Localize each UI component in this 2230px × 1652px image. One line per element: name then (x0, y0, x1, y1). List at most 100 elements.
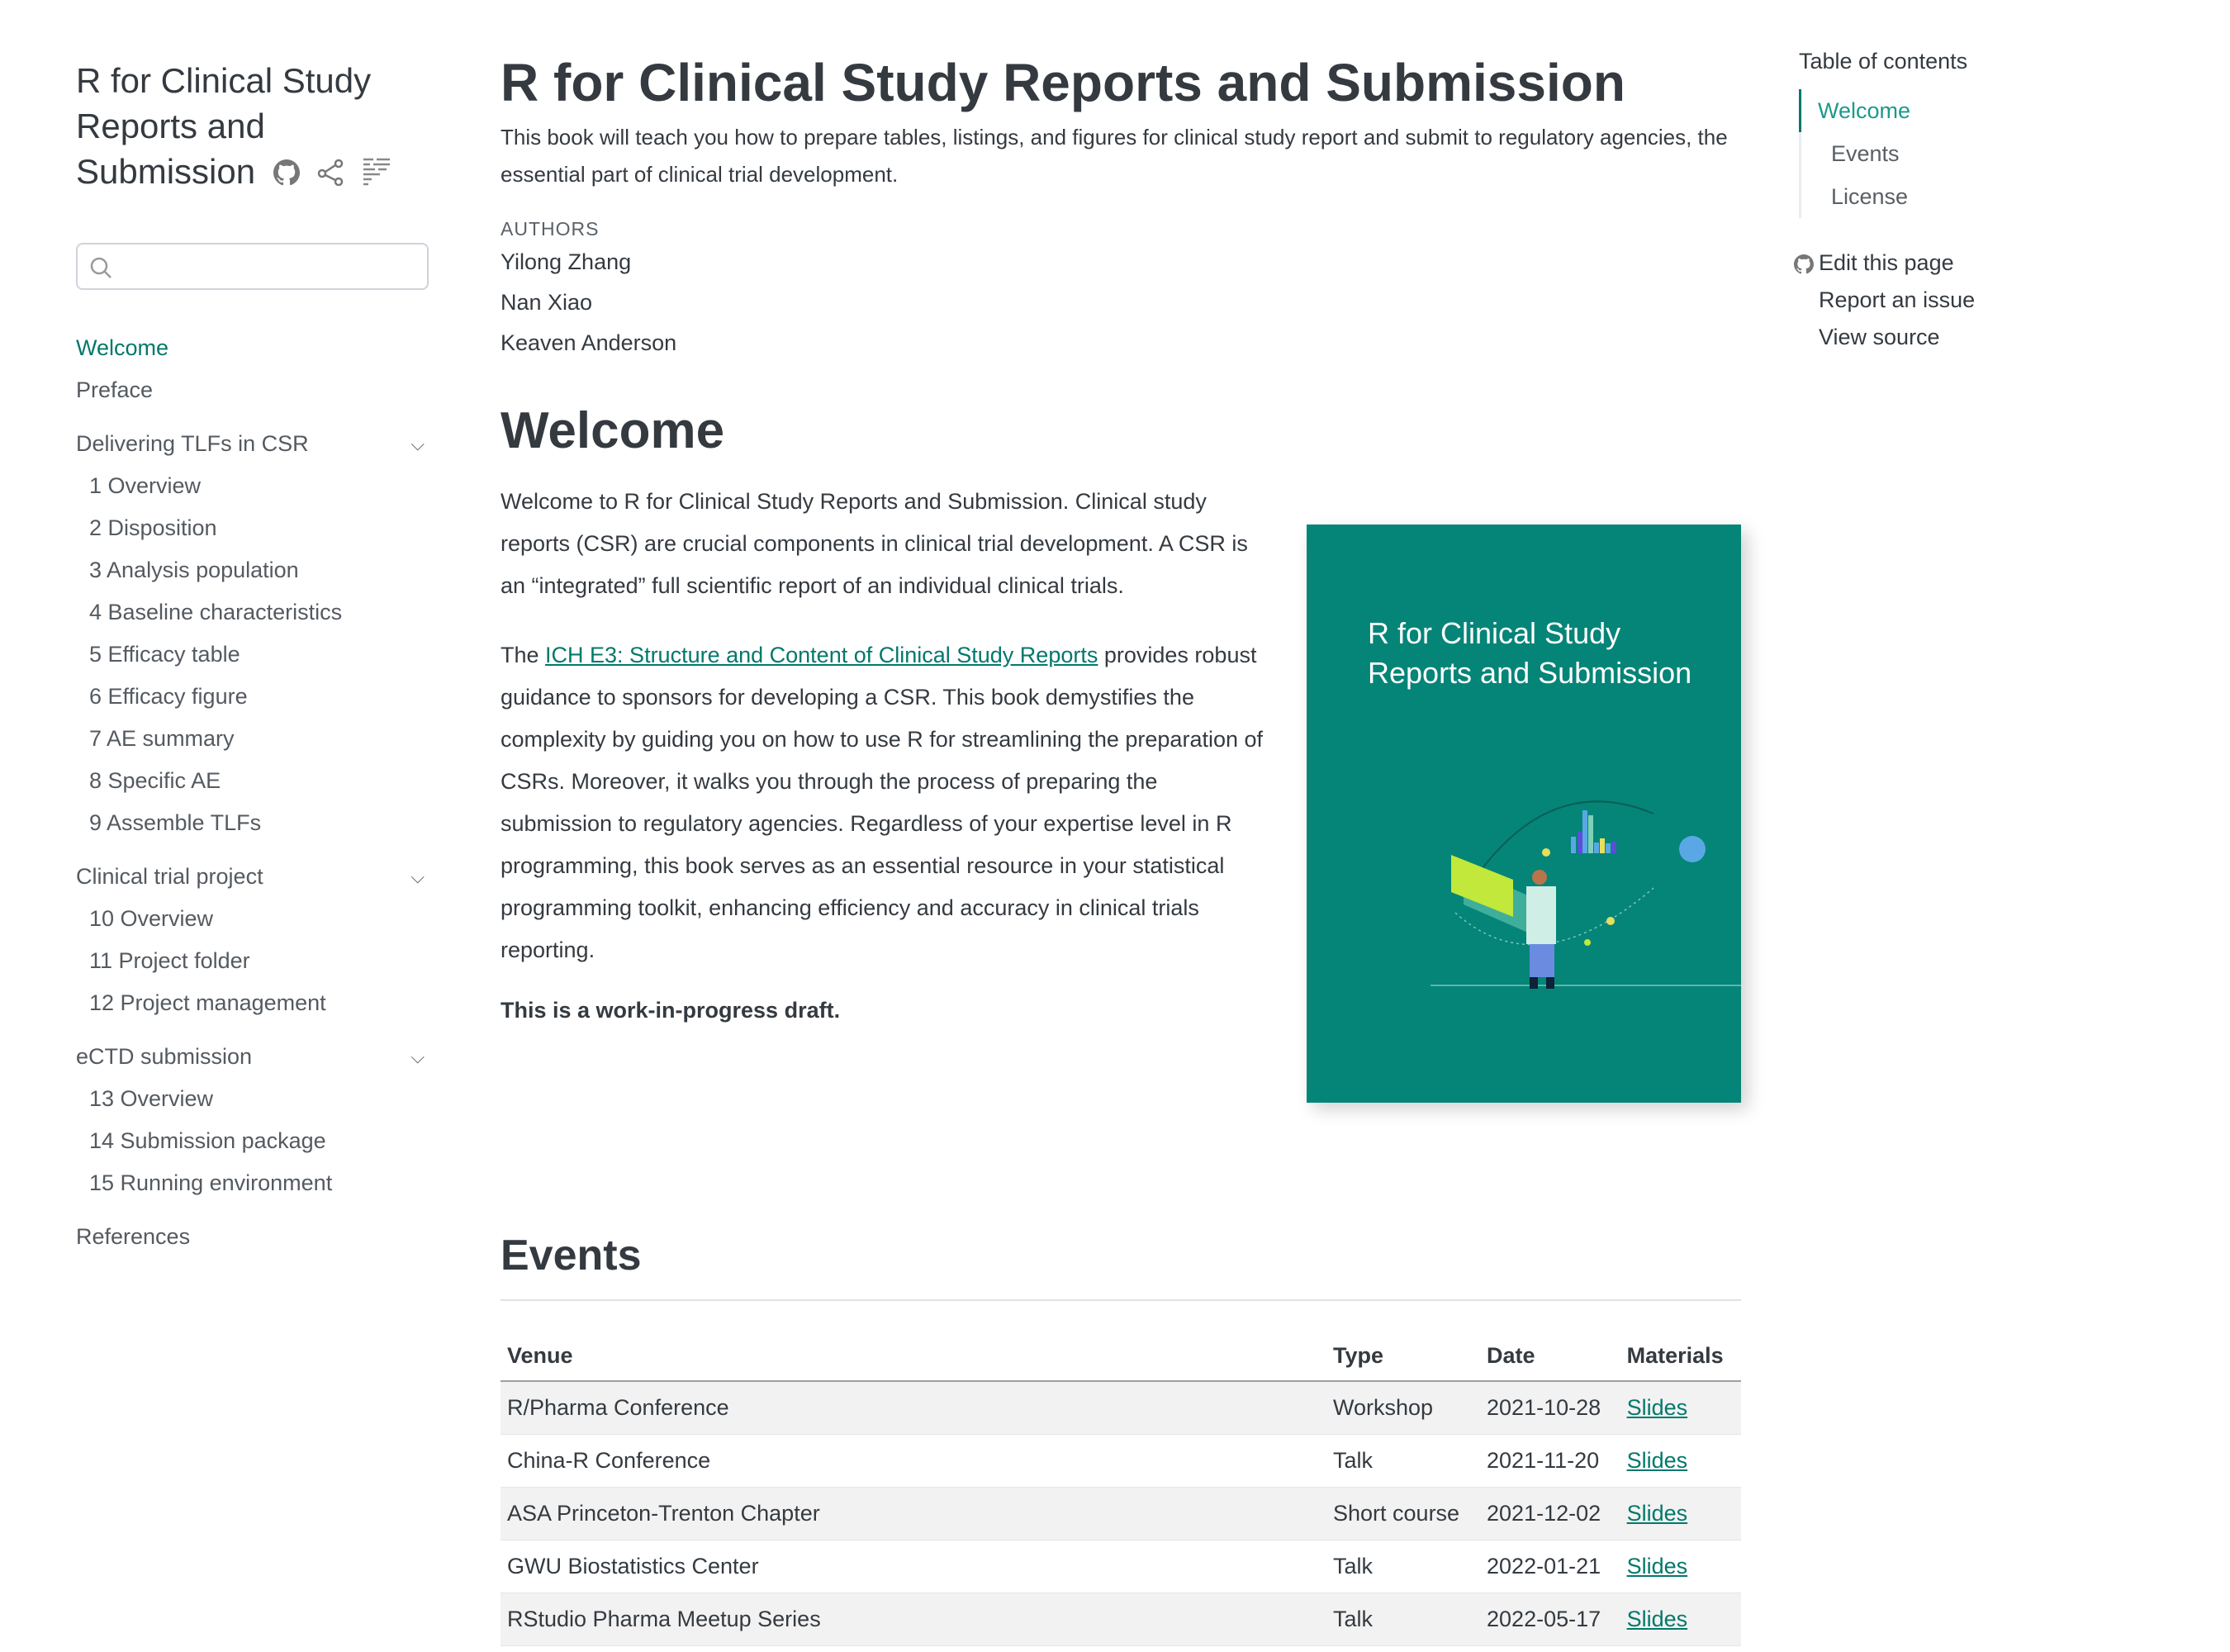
sidebar-item-label: 9 Assemble TLFs (89, 810, 262, 835)
slides-link[interactable]: Slides (1626, 1606, 1688, 1631)
table-cell: Talk (1326, 1540, 1481, 1593)
sidebar-item[interactable]: 12 Project management (76, 982, 431, 1024)
table-row: RStudio Pharma Meetup Series Talk 2022-05-… (501, 1593, 1741, 1646)
sidebar-item[interactable]: 13 Overview (76, 1078, 431, 1120)
table-cell: RStudio Pharma Meetup Series (501, 1593, 1326, 1646)
sidebar-item[interactable]: eCTD submission ⌵ (76, 1036, 431, 1078)
table-cell: 2022-05-17 (1480, 1593, 1620, 1646)
sidebar-item[interactable]: Preface (76, 369, 431, 411)
table-header-row: Venue Type Date Materials (501, 1332, 1741, 1382)
sidebar-item-label: 3 Analysis population (89, 558, 299, 582)
toc-item[interactable]: Welcome (1799, 89, 2195, 132)
draft-note: This is a work-in-progress draft. (501, 998, 841, 1023)
sidebar-item[interactable]: 11 Project folder (76, 940, 431, 982)
page-tools: Edit this page Report an issue View sour… (1794, 244, 2195, 356)
column-header: Venue (501, 1332, 1326, 1382)
table-cell: Workshop (1326, 1381, 1481, 1435)
table-cell: Talk (1326, 1434, 1481, 1488)
sidebar-item-label: 1 Overview (89, 473, 202, 498)
report-issue-link[interactable]: Report an issue (1819, 287, 1976, 312)
toc-item[interactable]: Events (1831, 141, 1900, 166)
sidebar-item-label: 10 Overview (89, 906, 214, 931)
tool-label: Edit this page (1819, 250, 1954, 275)
table-cell: 2021-11-20 (1480, 1434, 1620, 1488)
text: The (501, 643, 546, 667)
page-subtitle: This book will teach you how to prepare … (501, 125, 1728, 187)
sidebar-item-label: 13 Overview (89, 1086, 214, 1111)
events-table: Venue Type Date Materials R/Pharma Conferenc… (501, 1332, 1741, 1646)
sidebar-item-label: 11 Project folder (89, 948, 250, 973)
sidebar-item[interactable]: Clinical trial project ⌵ (76, 856, 431, 898)
authors-label: AUTHORS (501, 218, 600, 240)
table-cell: 2021-12-02 (1480, 1487, 1620, 1540)
chevron-down-icon[interactable]: ⌵ (410, 866, 425, 887)
reader-mode-icon[interactable] (362, 151, 391, 197)
sidebar-item-label: Delivering TLFs in CSR (76, 431, 309, 456)
chevron-down-icon[interactable]: ⌵ (410, 1047, 425, 1067)
github-icon[interactable] (273, 151, 300, 197)
sidebar-item[interactable]: 7 AE summary (76, 718, 431, 760)
view-source-link[interactable]: View source (1819, 325, 1940, 349)
sidebar-item[interactable]: 5 Efficacy table (76, 634, 431, 676)
table-of-contents: Table of contents Welcome Events License E… (1794, 46, 2195, 356)
share-icon[interactable] (317, 151, 344, 197)
sidebar-item-label: eCTD submission (76, 1044, 253, 1069)
edit-page-link[interactable]: Edit this page (1794, 244, 2195, 282)
divider (501, 1299, 1741, 1301)
ich-e3-link[interactable]: ICH E3: Structure and Content of Clinica… (545, 643, 1098, 667)
toc-item[interactable]: License (1831, 184, 1909, 209)
main-content: R for Clinical Study Reports and Submiss… (501, 50, 1741, 1032)
sidebar-item-label: Preface (76, 377, 154, 402)
github-icon (1794, 254, 1814, 274)
sidebar-item[interactable]: 15 Running environment (76, 1162, 431, 1204)
slides-link[interactable]: Slides (1626, 1553, 1688, 1578)
table-cell: ASA Princeton-Trenton Chapter (501, 1487, 1326, 1540)
table-cell: Slides (1620, 1540, 1741, 1593)
sidebar-item[interactable]: 1 Overview (76, 465, 431, 507)
sidebar-item-label: 14 Submission package (89, 1128, 326, 1153)
cover-illustration (1431, 800, 1741, 989)
sidebar-item-label: References (76, 1224, 191, 1249)
column-header: Type (1326, 1332, 1481, 1382)
slides-link[interactable]: Slides (1626, 1394, 1688, 1420)
sidebar-item[interactable]: 10 Overview (76, 898, 431, 940)
table-cell: Slides (1620, 1593, 1741, 1646)
table-cell: Talk (1326, 1593, 1481, 1646)
table-cell: China-R Conference (501, 1434, 1326, 1488)
table-row: GWU Biostatistics Center Talk 2022-01-21 Sl… (501, 1540, 1741, 1593)
sidebar-item-label: 8 Specific AE (89, 768, 221, 793)
sidebar-item[interactable]: References (76, 1216, 431, 1258)
toc-title: Table of contents (1799, 49, 1968, 74)
welcome-paragraph: Welcome to R for Clinical Study Reports … (501, 489, 1248, 598)
ich-paragraph: The ICH E3: Structure and Content of Cli… (501, 634, 1269, 971)
sidebar-item[interactable]: 8 Specific AE (76, 760, 431, 802)
sidebar-item-label: 2 Disposition (89, 515, 217, 540)
table-cell: Short course (1326, 1487, 1481, 1540)
table-cell: Slides (1620, 1434, 1741, 1488)
author: Yilong Zhang (501, 249, 632, 274)
sidebar-item[interactable]: 14 Submission package (76, 1120, 431, 1162)
sidebar-item[interactable]: Delivering TLFs in CSR ⌵ (76, 423, 431, 465)
column-header: Date (1480, 1332, 1620, 1382)
sidebar-item[interactable]: Welcome (76, 327, 431, 369)
table-row: ASA Princeton-Trenton Chapter Short cours… (501, 1487, 1741, 1540)
sidebar-item-label: 7 AE summary (89, 726, 235, 751)
table-cell: Slides (1620, 1487, 1741, 1540)
authors-list: Yilong Zhang Nan Xiao Keaven Anderson (501, 242, 1741, 363)
slides-link[interactable]: Slides (1626, 1500, 1688, 1526)
sidebar-item-label: Clinical trial project (76, 864, 263, 889)
book-title-link[interactable]: R for Clinical Study Reports and Submiss… (76, 61, 372, 191)
sidebar-item-label: Welcome (76, 335, 169, 360)
slides-link[interactable]: Slides (1626, 1447, 1688, 1473)
chevron-down-icon[interactable]: ⌵ (410, 434, 425, 454)
sidebar-item[interactable]: 6 Efficacy figure (76, 676, 431, 718)
search-input[interactable] (76, 243, 429, 290)
sidebar-item[interactable]: 4 Baseline characteristics (76, 591, 431, 634)
sidebar-item[interactable]: 2 Disposition (76, 507, 431, 549)
sidebar-item[interactable]: 9 Assemble TLFs (76, 802, 431, 844)
table-row: R/Pharma Conference Workshop 2021-10-28 Sli… (501, 1381, 1741, 1435)
table-row: China-R Conference Talk 2021-11-20 Slides (501, 1434, 1741, 1488)
table-cell: Slides (1620, 1381, 1741, 1435)
sidebar-item-label: 4 Baseline characteristics (89, 600, 343, 624)
sidebar-item[interactable]: 3 Analysis population (76, 549, 431, 591)
